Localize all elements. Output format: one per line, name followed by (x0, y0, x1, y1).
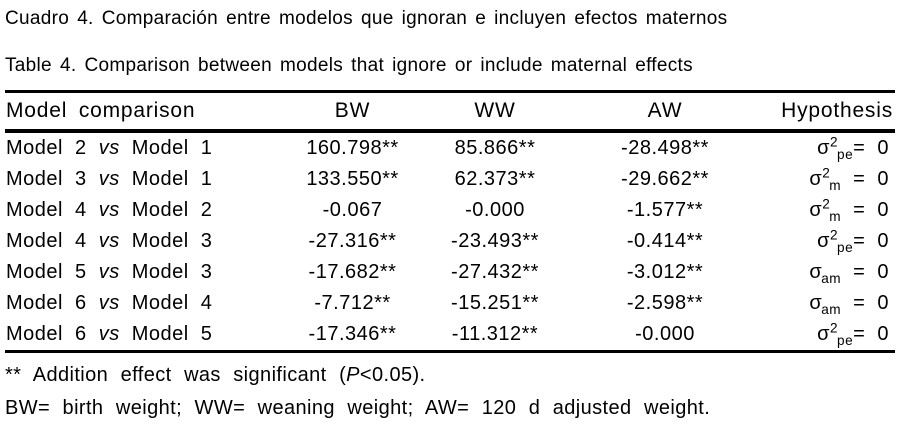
cell-ww: 62.373** (454, 168, 536, 190)
footnote-p-symbol: P (346, 364, 360, 386)
cell-ww: -0.000 (465, 199, 525, 221)
cell-model-comparison: Model 6 vs Model 4 (6, 292, 213, 314)
col-header-hypothesis: Hypothesis (750, 91, 895, 133)
col-header-ww: WW (410, 91, 580, 133)
cell-bw: 133.550** (306, 168, 399, 190)
cell-aw: -2.598** (626, 292, 704, 314)
col-header-bw: BW (295, 91, 410, 133)
cell-aw: -0.000 (635, 323, 695, 345)
table-row: Model 6 vs Model 5 -17.346** -11.312** -0.0… (5, 319, 895, 352)
table-body: Model 2 vs Model 1 160.798** 85.866** -28.4… (5, 131, 895, 352)
table-row: Model 6 vs Model 4 -7.712** -15.251** -2.59… (5, 288, 895, 319)
cell-model-comparison: Model 4 vs Model 2 (6, 199, 213, 221)
cell-bw: -17.682** (308, 261, 397, 283)
sigma-subscript: m (829, 178, 842, 193)
cell-aw: -3.012** (626, 261, 704, 283)
cell-hypothesis: σam = 0 (809, 261, 889, 286)
sigma-subscript: pe (837, 147, 854, 162)
vs-label: vs (98, 137, 120, 159)
table-row: Model 4 vs Model 3 -27.316** -23.493** -0.4… (5, 226, 895, 257)
vs-label: vs (98, 168, 120, 190)
sigma-subscript: m (829, 209, 842, 224)
cell-bw: 160.798** (306, 137, 399, 159)
cell-model-comparison: Model 4 vs Model 3 (6, 230, 213, 252)
table-row: Model 5 vs Model 3 -17.682** -27.432** -3.0… (5, 257, 895, 288)
cell-aw: -28.498** (621, 137, 709, 159)
sigma-subscript: am (821, 302, 842, 317)
cell-model-comparison: Model 3 vs Model 1 (6, 168, 213, 190)
col-header-aw: AW (580, 91, 750, 133)
cell-hypothesis: σam = 0 (809, 292, 889, 317)
col-header-model-comparison: Model comparison (5, 91, 295, 133)
cell-bw: -17.346** (308, 323, 397, 345)
cell-hypothesis: σ2m = 0 (809, 165, 889, 193)
vs-label: vs (98, 230, 120, 252)
footnote-significance: ** Addition effect was significant (P<0.… (5, 364, 895, 387)
cell-bw: -7.712** (314, 292, 391, 314)
footnote-significance-post: <0.05). (359, 364, 426, 386)
cell-aw: -29.662** (621, 168, 709, 190)
cell-ww: -11.312** (451, 323, 539, 345)
cell-aw: -0.414** (626, 230, 704, 252)
footnote-abbreviations: BW= birth weight; WW= weaning weight; AW… (5, 397, 711, 419)
sigma-subscript: pe (837, 240, 854, 255)
sigma-superscript: 2 (822, 165, 831, 181)
cell-aw: -1.577** (626, 199, 704, 221)
footnote-significance-pre: ** Addition effect was significant ( (5, 364, 347, 386)
sigma-superscript: 2 (829, 134, 839, 150)
table-caption-spanish: Cuadro 4. Comparación entre modelos que … (5, 8, 728, 29)
table-row: Model 2 vs Model 1 160.798** 85.866** -28.4… (5, 131, 895, 164)
cell-ww: -15.251** (451, 292, 539, 314)
cell-hypothesis: σ2pe= 0 (817, 320, 889, 348)
cell-model-comparison: Model 5 vs Model 3 (6, 261, 213, 283)
cell-hypothesis: σ2pe= 0 (817, 227, 889, 255)
vs-label: vs (98, 199, 120, 221)
sigma-superscript: 2 (822, 196, 831, 212)
vs-label: vs (98, 292, 120, 314)
table-header-row: Model comparison BW WW AW Hypothesis (5, 91, 895, 133)
cell-ww: -27.432** (451, 261, 539, 283)
cell-hypothesis: σ2pe= 0 (817, 134, 889, 162)
cell-bw: -27.316** (308, 230, 397, 252)
cell-model-comparison: Model 2 vs Model 1 (6, 137, 213, 159)
table-caption-english: Table 4. Comparison between models that … (5, 55, 693, 76)
table-row: Model 3 vs Model 1 133.550** 62.373** -29.6… (5, 164, 895, 195)
model-comparison-table: Model comparison BW WW AW Hypothesis Mod… (5, 90, 895, 353)
cell-ww: -23.493** (451, 230, 539, 252)
vs-label: vs (98, 323, 120, 345)
cell-ww: 85.866** (454, 137, 536, 159)
cell-hypothesis: σ2m = 0 (809, 196, 889, 224)
sigma-subscript: pe (837, 333, 854, 348)
sigma-subscript: am (821, 271, 842, 286)
sigma-superscript: 2 (829, 227, 839, 243)
table-row: Model 4 vs Model 2 -0.067 -0.000 -1.577** σ2… (5, 195, 895, 226)
cell-bw: -0.067 (322, 199, 383, 221)
sigma-superscript: 2 (829, 320, 839, 336)
vs-label: vs (98, 261, 120, 283)
cell-model-comparison: Model 6 vs Model 5 (6, 323, 213, 345)
